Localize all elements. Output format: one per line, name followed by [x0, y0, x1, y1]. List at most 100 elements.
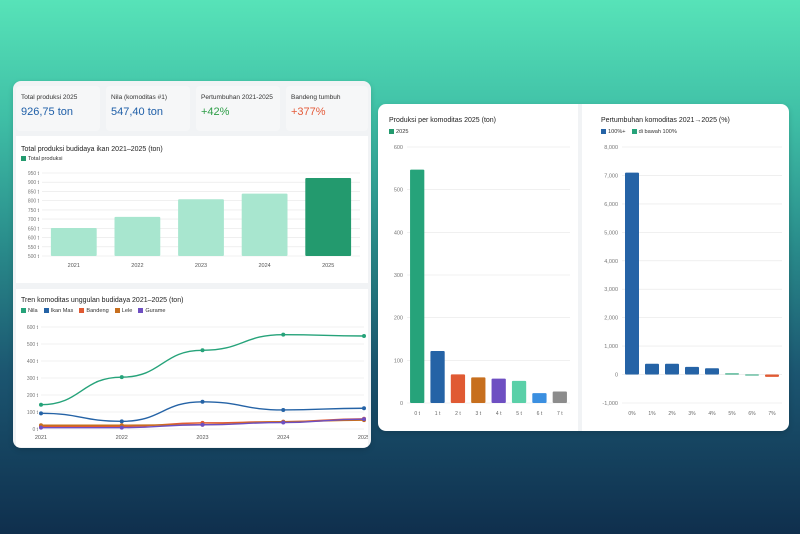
panel-divider	[578, 104, 582, 431]
x-tick-label: 7 t	[557, 411, 563, 417]
legend-item: 2025	[389, 129, 408, 135]
legend-swatch	[79, 308, 85, 314]
commodity-trend-panel: Tren komoditas unggulan budidaya 2021–20…	[16, 289, 368, 447]
bar	[725, 373, 739, 375]
y-tick-label: 5,000	[604, 230, 618, 236]
legend-swatch	[43, 308, 49, 314]
y-tick-label: 750 t	[28, 208, 40, 214]
data-point	[281, 332, 286, 337]
legend-item: Lele	[114, 308, 133, 314]
bar	[685, 366, 699, 375]
bar	[471, 377, 486, 403]
bar	[745, 374, 759, 376]
kpi-value: +42%	[201, 106, 230, 118]
total-production-panel: Total produksi budidaya ikan 2021–2025 (…	[16, 136, 368, 283]
data-point	[362, 334, 366, 339]
y-tick-label: 200	[394, 316, 403, 322]
legend-swatch	[21, 308, 26, 314]
bar	[430, 350, 445, 403]
y-tick-label: 6,000	[604, 202, 618, 208]
legend-swatch	[389, 129, 394, 135]
y-tick-label: 500 t	[27, 342, 39, 348]
y-tick-label: 800 t	[28, 199, 40, 205]
legend-label: Gurame	[145, 308, 166, 314]
legend-label: Bandeng	[86, 308, 109, 314]
x-tick-label: 2025	[358, 435, 368, 441]
x-tick-label: 1%	[648, 411, 656, 417]
commodity-growth-chart: -1,000 0 1,000 2,000 3,000 4,000 5,000 6,000 7,0…	[602, 145, 782, 417]
y-tick-label: 100 t	[27, 410, 39, 416]
data-point	[39, 411, 43, 416]
bar	[50, 227, 97, 256]
y-tick-label: 550 t	[28, 245, 40, 251]
commodity-card: Produksi per komoditas 2025 (ton) 2025 0…	[378, 104, 789, 431]
x-tick-label: 3%	[688, 411, 696, 417]
data-point	[39, 402, 43, 407]
x-tick-label: 2 t	[455, 411, 461, 417]
kpi-label: Nila (komoditas #1)	[111, 94, 167, 101]
y-tick-label: 400 t	[27, 359, 39, 365]
legend-item: Bandeng	[79, 308, 109, 314]
x-tick-label: 6 t	[537, 411, 543, 417]
x-tick-label: 4 t	[496, 411, 502, 417]
y-tick-label: 0	[400, 401, 403, 407]
y-tick-label: 500	[394, 188, 403, 194]
x-tick-label: 2024	[258, 263, 270, 269]
y-tick-label: 400	[394, 230, 403, 236]
bar	[491, 378, 506, 403]
bar	[114, 216, 161, 256]
summary-card: Total produksi 2025 926,75 ton Nila (kom…	[13, 81, 371, 448]
kpi-label: Bandeng tumbuh	[291, 94, 341, 101]
legend-label: di bawah 100%	[638, 129, 677, 135]
chart-title: Total produksi budidaya ikan 2021–2025 (…	[21, 146, 163, 153]
legend-label: Lele	[121, 308, 133, 314]
y-tick-label: -1,000	[602, 401, 618, 407]
legend-item: Nila	[21, 308, 38, 314]
y-tick-label: 650 t	[28, 226, 40, 232]
legend-swatch	[631, 129, 637, 135]
data-point	[119, 375, 124, 380]
x-tick-label: 2024	[277, 435, 289, 441]
bar	[532, 393, 547, 403]
bar	[178, 199, 224, 256]
y-tick-label: 500 t	[28, 254, 40, 260]
bar	[552, 391, 567, 403]
data-point	[119, 425, 124, 430]
x-tick-label: 2%	[668, 411, 676, 417]
y-tick-label: 100	[394, 358, 403, 364]
legend-item: Gurame	[138, 308, 166, 314]
bar	[665, 363, 679, 375]
legend-label: 2025	[396, 129, 409, 135]
x-tick-label: 0%	[628, 411, 636, 417]
x-tick-label: 6%	[748, 411, 756, 417]
y-tick-label: 0	[615, 373, 618, 379]
bar	[450, 374, 466, 403]
y-tick-label: 200 t	[27, 393, 39, 399]
bar	[305, 177, 352, 256]
kpi-bandeng: Bandeng tumbuh +377%	[286, 86, 368, 131]
kpi-value: +377%	[291, 106, 326, 118]
x-tick-label: 7%	[768, 411, 776, 417]
x-tick-label: 2023	[195, 263, 207, 269]
production-per-commodity-chart: 0 100 200 300 400 500 600 0 t 1 t 2 t 3 t 4 t 5 t 6 t…	[394, 145, 570, 417]
y-tick-label: 950 t	[28, 171, 40, 177]
legend-swatch	[114, 308, 120, 314]
y-tick-label: 300	[394, 273, 403, 279]
y-tick-label: 8,000	[604, 145, 618, 151]
data-point	[39, 425, 43, 430]
x-tick-label: 2022	[116, 435, 128, 441]
bar	[410, 169, 425, 403]
total-production-chart: 500 t 550 t 600 t 650 t 700 t 750 t 800 t 850 t…	[28, 171, 360, 269]
data-point	[281, 407, 286, 412]
x-tick-label: 2021	[68, 263, 80, 269]
y-tick-label: 600 t	[27, 325, 39, 331]
kpi-value: 547,40 ton	[111, 106, 163, 118]
legend-item: Total produksi	[21, 156, 63, 162]
data-point	[119, 419, 124, 424]
kpi-total-production: Total produksi 2025 926,75 ton	[16, 86, 100, 131]
series-line	[40, 333, 365, 406]
data-point	[200, 348, 205, 353]
legend-label: Total produksi	[28, 156, 63, 162]
x-tick-label: 2021	[35, 435, 47, 441]
bar	[705, 368, 719, 375]
